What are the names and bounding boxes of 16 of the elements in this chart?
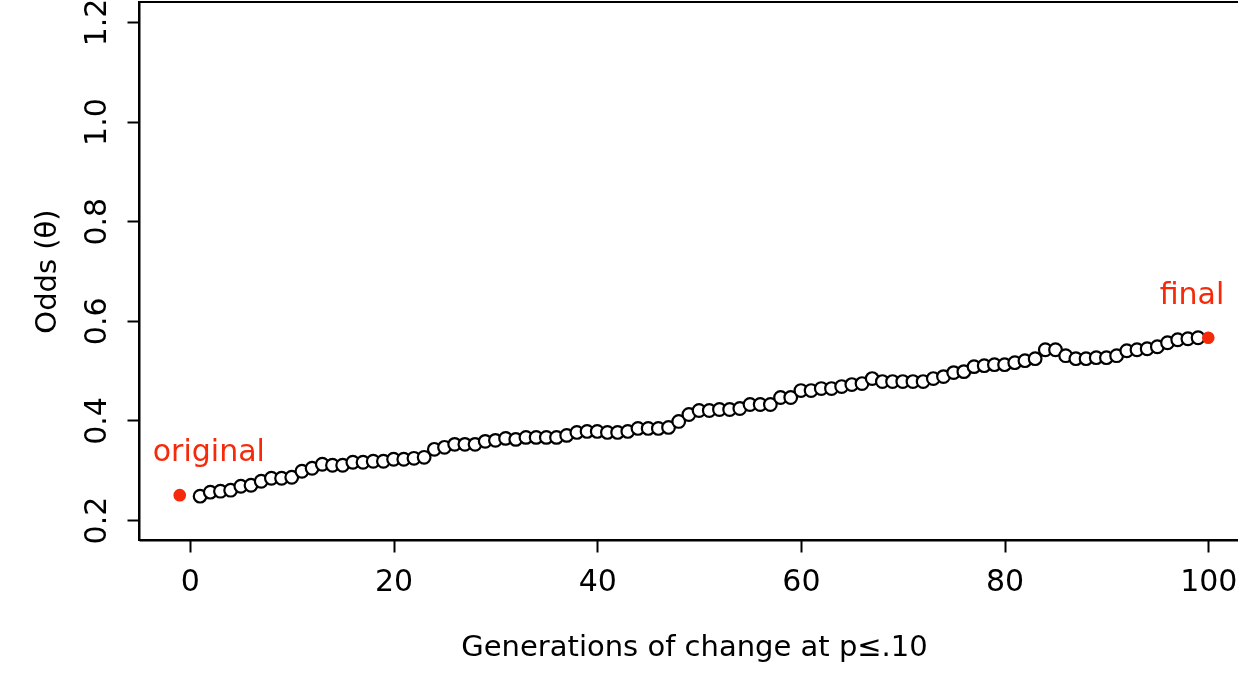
y-tick-label: 0.8: [77, 197, 113, 246]
y-tick-label: 1.0: [77, 98, 113, 146]
y-tick-label: 1.2: [77, 0, 113, 47]
x-tick-label: 20: [374, 562, 414, 598]
x-tick-label: 40: [578, 562, 617, 598]
annotation: original: [152, 433, 265, 469]
annotation: final: [1159, 275, 1225, 311]
y-axis-title: Odds (θ): [28, 209, 63, 334]
y-tick-label: 0.4: [77, 397, 113, 445]
x-tick-label: 60: [782, 562, 821, 598]
y-tick-label: 0.2: [77, 496, 113, 545]
x-tick-label: 80: [986, 562, 1025, 598]
x-tick-label: 0: [180, 562, 200, 598]
x-tick-label: 100: [1180, 562, 1238, 598]
y-tick-label: 0.6: [77, 297, 113, 346]
x-axis-title: Generations of change at p≤.10: [461, 628, 928, 663]
